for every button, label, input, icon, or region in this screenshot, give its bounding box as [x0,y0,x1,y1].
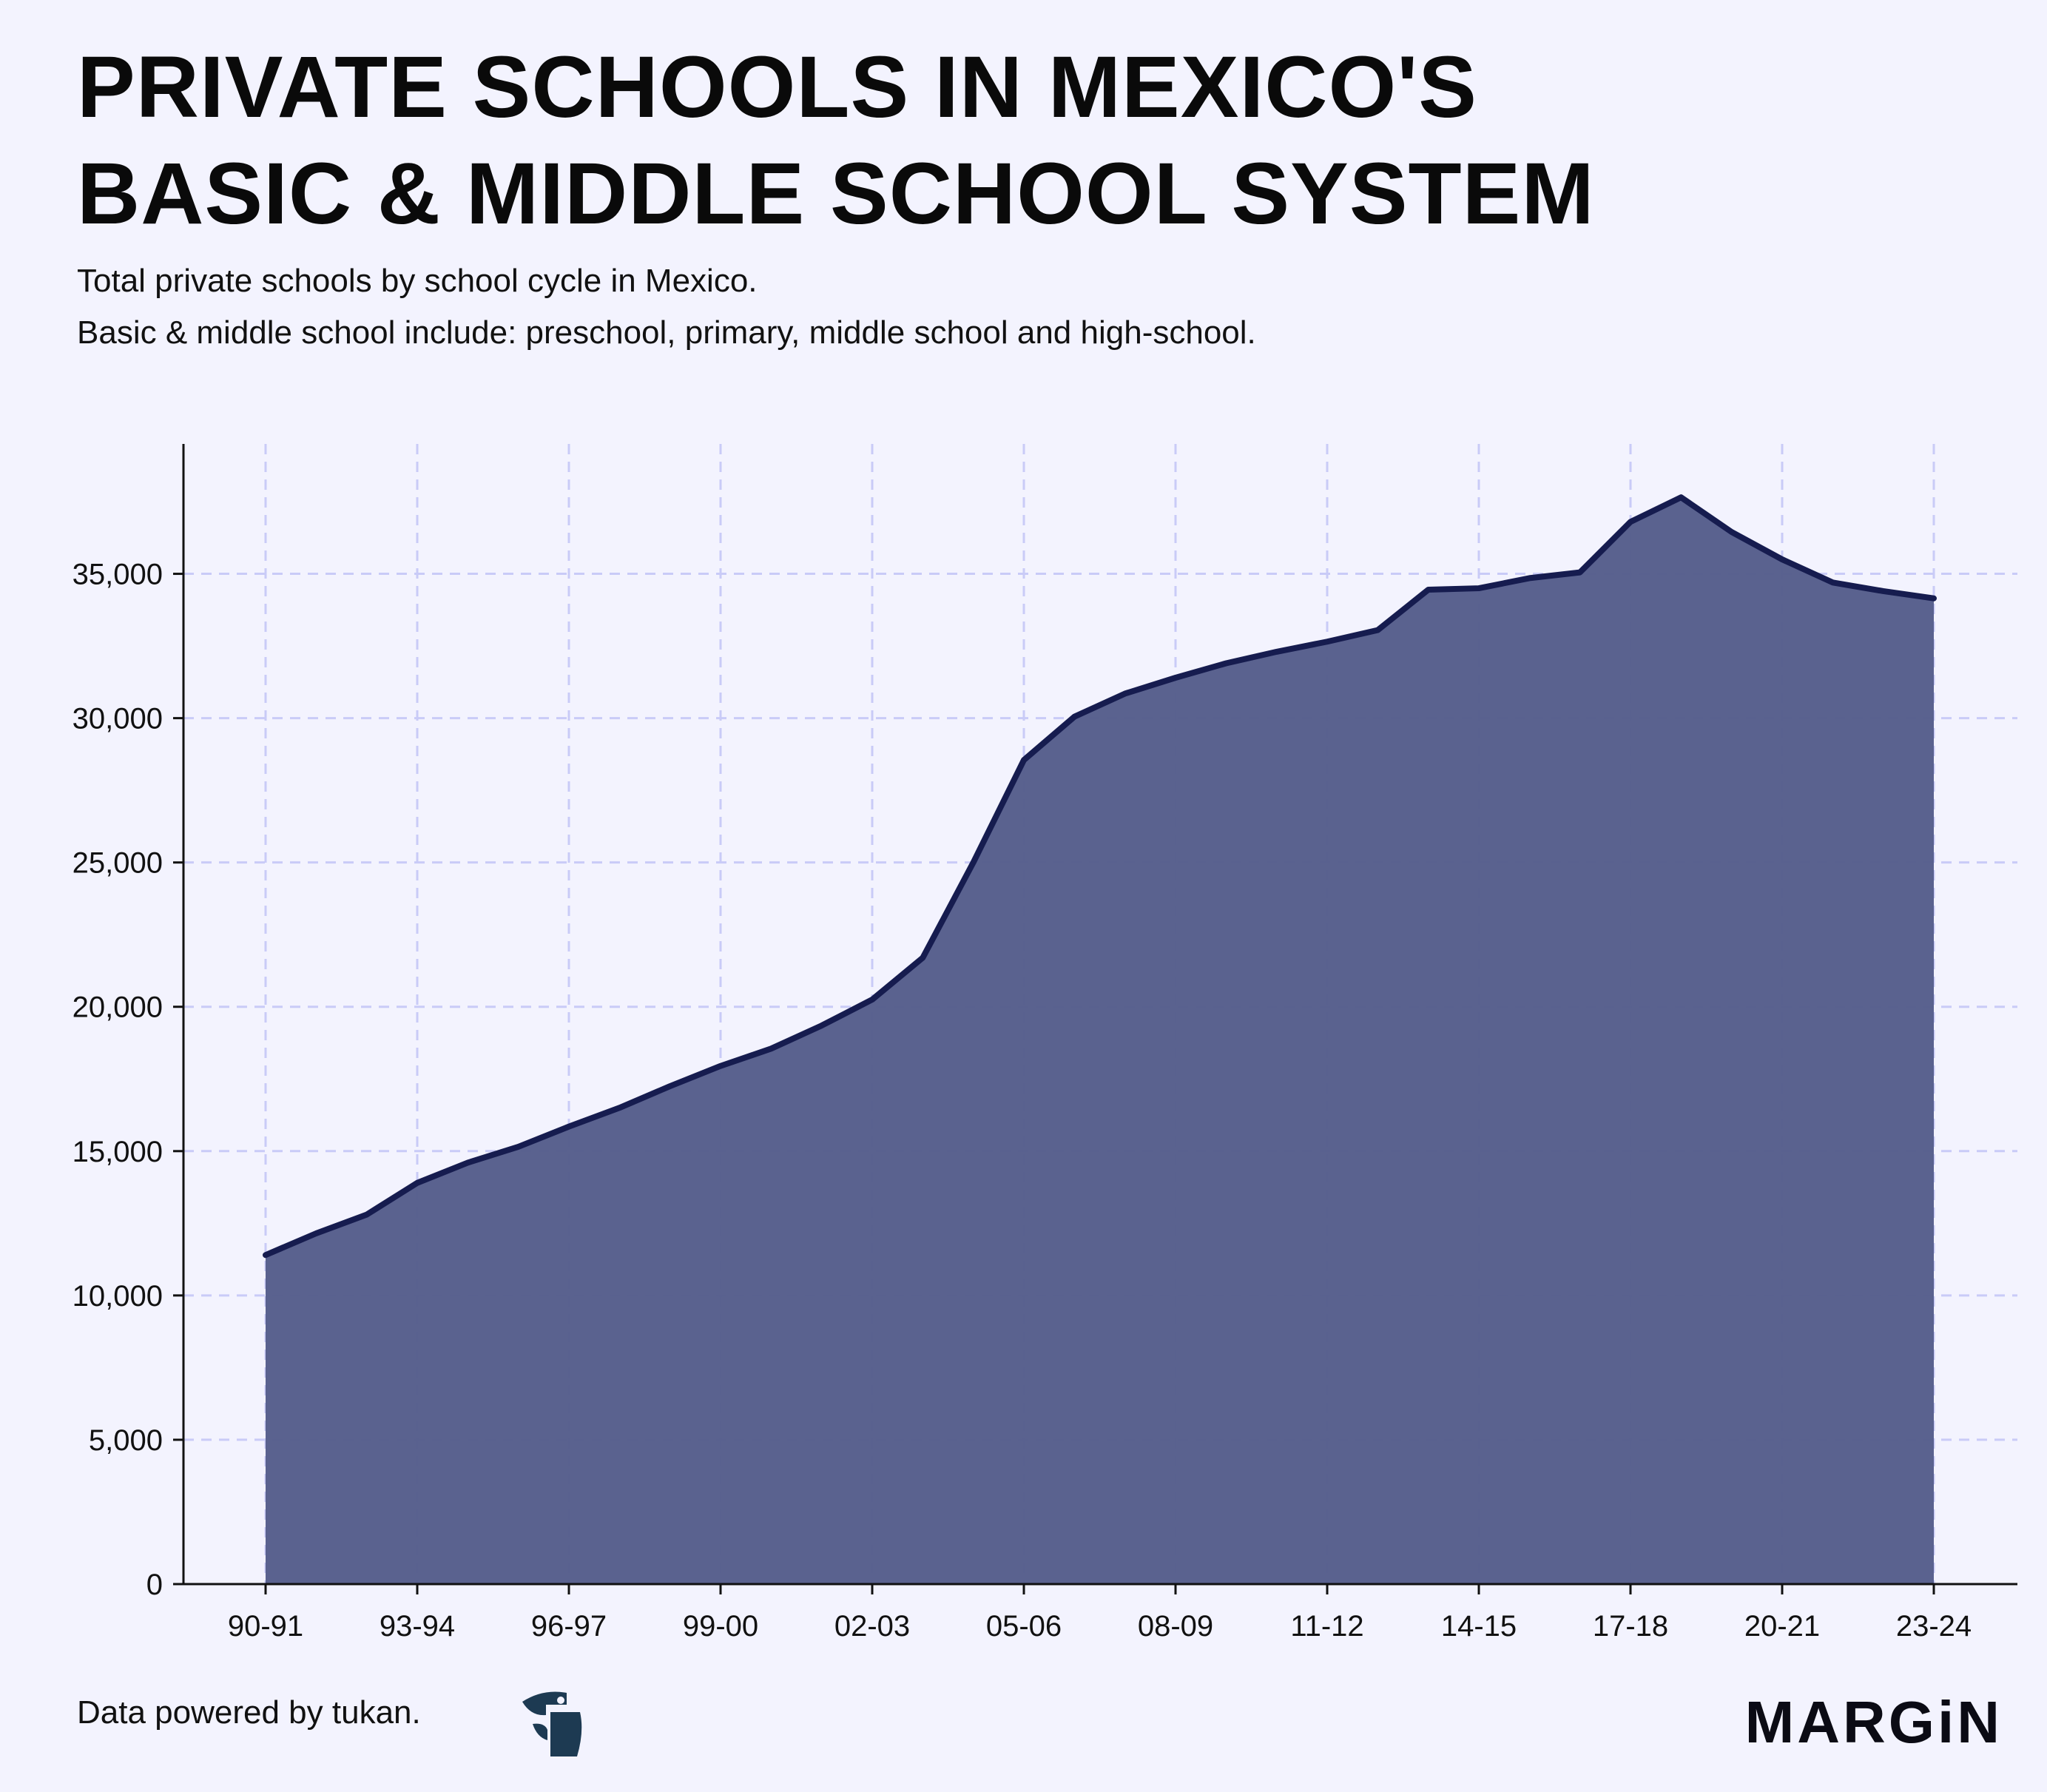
data-point [465,1160,470,1165]
chart-subtitle-line-1: Total private schools by school cycle in… [77,263,758,299]
data-source-note: Data powered by tukan. [77,1694,421,1731]
y-tick-label: 25,000 [72,847,163,880]
data-point [1881,589,1886,593]
data-point [870,997,874,1002]
x-tick-label: 90-91 [228,1610,303,1643]
data-point [365,1213,369,1217]
chart-subtitle-line-2: Basic & middle school include: preschool… [77,314,1256,351]
chart-title-line-2: BASIC & MIDDLE SCHOOL SYSTEM [77,145,1595,243]
data-point [1325,639,1329,644]
data-point [1375,628,1380,633]
series-line [263,494,1937,1259]
data-point [1830,580,1835,585]
data-point [1477,586,1481,590]
data-point [1578,570,1582,575]
x-tick-label: 20-21 [1744,1610,1820,1643]
x-tick-label: 11-12 [1290,1610,1363,1643]
y-tick-label: 0 [146,1569,163,1601]
chart-title-line-1: PRIVATE SCHOOLS IN MEXICO'S [77,38,1477,136]
y-tick-label: 35,000 [72,559,163,591]
x-tick-label: 23-24 [1896,1610,1972,1643]
data-point [1730,530,1734,534]
chart-subtitle: Total private schools by school cycle in… [77,255,1256,359]
x-tick-label: 08-09 [1138,1610,1213,1643]
x-tick-label: 99-00 [683,1610,758,1643]
x-tick-label: 02-03 [834,1610,910,1643]
data-point [920,955,925,960]
data-point [1275,650,1279,654]
data-point [1173,676,1178,680]
data-point [263,1253,268,1257]
x-tick-label: 93-94 [380,1610,455,1643]
y-tick-label: 20,000 [72,991,163,1024]
data-point [769,1046,773,1051]
y-tick-label: 30,000 [72,703,163,735]
data-point [1628,519,1633,524]
data-point [971,860,976,865]
data-point [1780,557,1784,562]
chart-title: PRIVATE SCHOOLS IN MEXICO'S BASIC & MIDD… [77,34,1595,247]
x-tick-label: 05-06 [986,1610,1062,1643]
data-point [1224,661,1228,665]
data-point [718,1064,723,1068]
y-tick-label: 15,000 [72,1136,163,1168]
data-point [415,1181,419,1185]
tukan-logo-icon [522,1691,582,1756]
x-tick-label: 14-15 [1441,1610,1517,1643]
data-point [617,1105,621,1110]
data-point [516,1145,521,1149]
y-tick-label: 10,000 [72,1280,163,1313]
x-tick-label: 96-97 [531,1610,607,1643]
area-series [263,494,1937,1585]
data-point [1426,587,1431,592]
data-point [1123,691,1127,695]
data-point [1022,758,1026,762]
data-point [1932,596,1936,601]
data-point [314,1231,318,1236]
y-tick-label: 5,000 [89,1424,163,1457]
data-point [820,1023,824,1028]
data-point [1072,715,1076,719]
data-point [567,1125,571,1129]
margin-brand-logo: MARGiN [1744,1689,2003,1755]
tick-labels: 0 5,000 10,000 15,000 20,000 25,000 30,000 35,0… [72,559,1972,1643]
area-fill [266,497,1934,1585]
data-point [668,1084,672,1088]
x-tick-label: 17-18 [1593,1610,1668,1643]
data-point [1679,495,1683,499]
data-point [1527,576,1531,580]
axes [173,444,2017,1594]
